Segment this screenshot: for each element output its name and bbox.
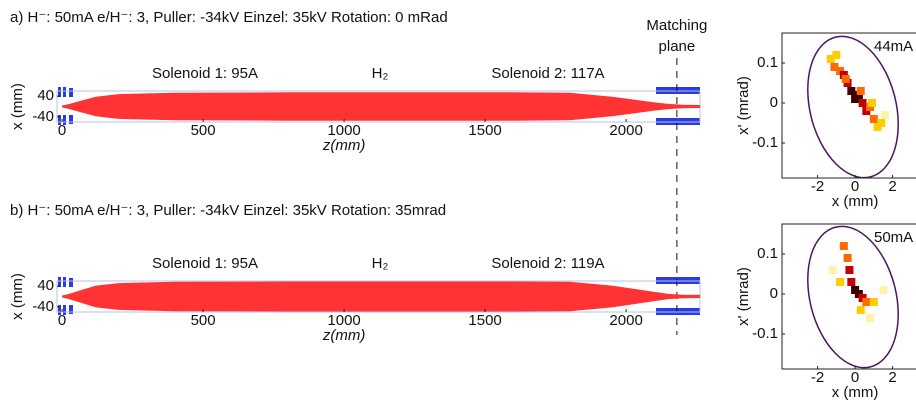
density-cell bbox=[862, 298, 870, 306]
page: {"chart_data": [ {"type": "area", "title… bbox=[0, 0, 916, 401]
annotation: 44mA bbox=[874, 38, 913, 55]
density-cell bbox=[870, 115, 878, 123]
y-tick-label: -0.1 bbox=[752, 134, 778, 151]
density-cell bbox=[830, 63, 838, 71]
panel-title: b) H⁻: 50mA e/H⁻: 3, Puller: -34kV Einze… bbox=[10, 202, 446, 219]
density-cell bbox=[877, 119, 885, 127]
density-cell bbox=[845, 266, 853, 274]
density-cell bbox=[857, 87, 865, 95]
x-axis-label: z(mm) bbox=[322, 137, 365, 154]
annotation: 50mA bbox=[874, 229, 913, 246]
density-cell bbox=[829, 266, 837, 274]
x-tick-label: 0 bbox=[58, 122, 66, 139]
y-tick-label: 0 bbox=[770, 94, 778, 111]
density-cell bbox=[870, 298, 878, 306]
beam-envelope bbox=[62, 92, 700, 120]
y-axis-label: x (mm) bbox=[9, 273, 26, 320]
x-tick-label: 1500 bbox=[468, 312, 501, 329]
marker-label: plane bbox=[659, 38, 696, 55]
y-tick-label: 0 bbox=[770, 285, 778, 302]
density-cell bbox=[857, 306, 865, 314]
x-axis-label: x (mm) bbox=[832, 384, 879, 401]
density-cell bbox=[879, 286, 887, 294]
x-tick-label: 0 bbox=[58, 312, 66, 329]
density-cell bbox=[866, 314, 874, 322]
density-cell bbox=[840, 242, 848, 250]
y-tick-label: 40 bbox=[37, 87, 54, 104]
x-tick-label: -2 bbox=[811, 178, 824, 195]
annotation: Solenoid 2: 119A bbox=[491, 255, 604, 272]
x-tick-label: -2 bbox=[811, 369, 824, 386]
y-axis-label: x' (mrad) bbox=[735, 76, 752, 135]
y-tick-label: 0.1 bbox=[757, 245, 778, 262]
x-axis-label: z(mm) bbox=[322, 327, 365, 344]
x-tick-label: 2 bbox=[888, 369, 896, 386]
density-cell bbox=[832, 51, 840, 59]
y-tick-label: -40 bbox=[32, 108, 54, 125]
y-tick-label: 0.1 bbox=[757, 54, 778, 71]
annotation: Solenoid 1: 95A bbox=[152, 255, 258, 272]
y-axis-label: x' (mrad) bbox=[735, 267, 752, 326]
x-tick-label: 2000 bbox=[609, 122, 642, 139]
y-tick-label: 40 bbox=[37, 277, 54, 294]
annotation: H₂ bbox=[372, 255, 389, 272]
y-tick-label: -40 bbox=[32, 298, 54, 315]
density-cell bbox=[859, 99, 867, 107]
x-tick-label: 500 bbox=[191, 312, 216, 329]
marker-label: Matching bbox=[646, 17, 707, 34]
x-tick-label: 1500 bbox=[468, 122, 501, 139]
density-cell bbox=[836, 278, 844, 286]
density-cell bbox=[847, 87, 855, 95]
y-tick-label: -0.1 bbox=[752, 325, 778, 342]
beam-envelope bbox=[62, 282, 700, 312]
density-cell bbox=[842, 75, 850, 83]
density-cell bbox=[844, 254, 852, 262]
density-cell bbox=[881, 111, 889, 119]
y-axis-label: x (mm) bbox=[9, 83, 26, 130]
x-tick-label: 500 bbox=[191, 122, 216, 139]
figure: a) H⁻: 50mA e/H⁻: 3, Puller: -34kV Einze… bbox=[0, 0, 916, 401]
x-tick-label: 2 bbox=[888, 178, 896, 195]
annotation: H₂ bbox=[372, 65, 389, 82]
annotation: Solenoid 2: 117A bbox=[491, 65, 604, 82]
density-cell bbox=[847, 278, 855, 286]
x-axis-label: x (mm) bbox=[832, 193, 879, 210]
annotation: Solenoid 1: 95A bbox=[152, 65, 258, 82]
density-cell bbox=[868, 99, 876, 107]
x-tick-label: 2000 bbox=[609, 312, 642, 329]
panel-title: a) H⁻: 50mA e/H⁻: 3, Puller: -34kV Einze… bbox=[10, 9, 448, 26]
